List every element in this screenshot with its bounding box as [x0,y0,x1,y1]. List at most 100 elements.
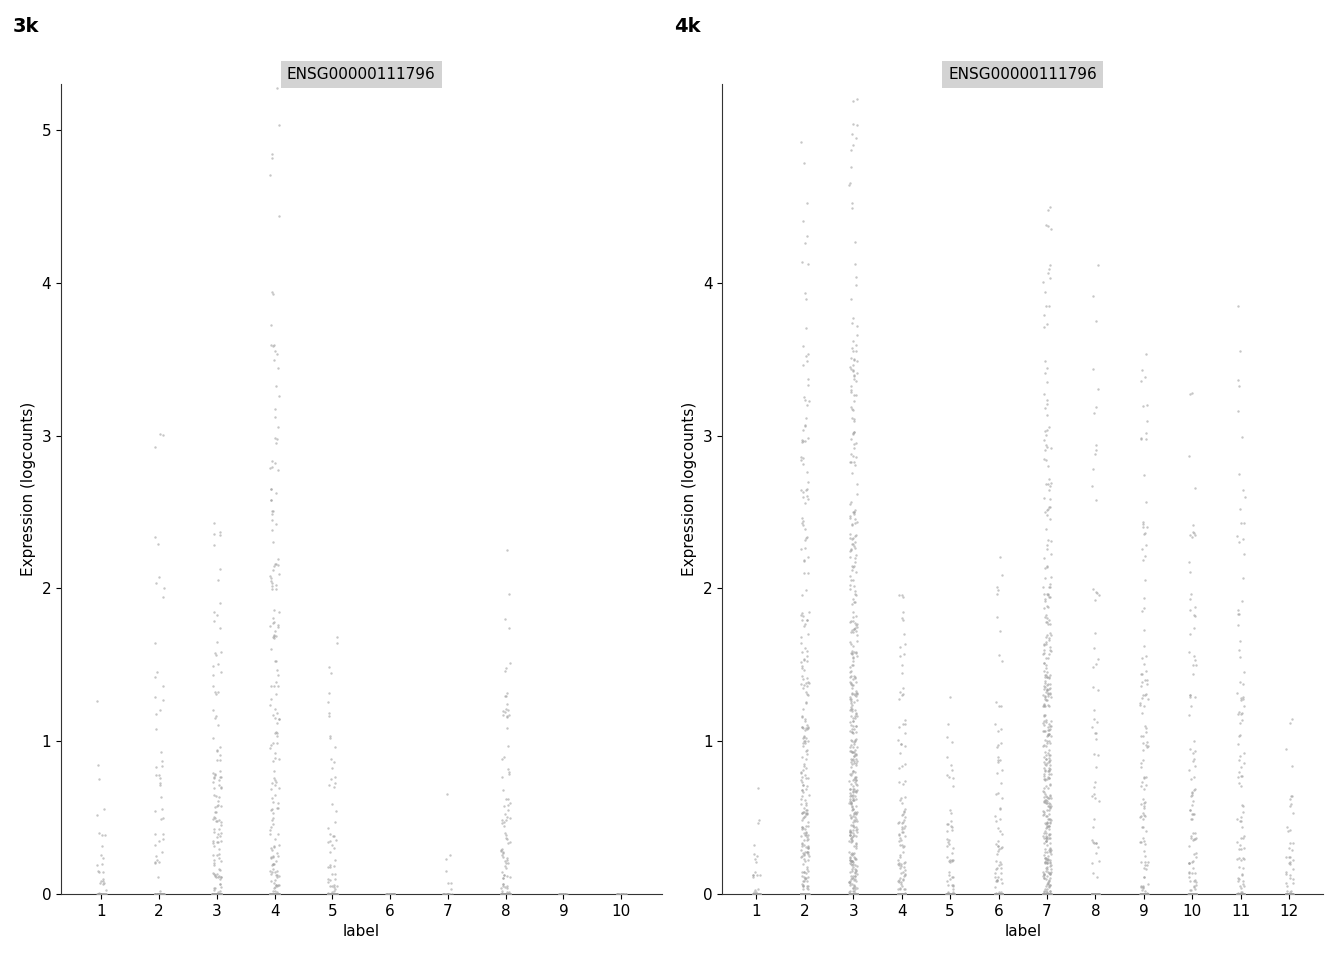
Point [1087,886,1109,901]
Point [988,699,1009,714]
Point [840,856,862,872]
Point [796,886,817,901]
Point [1228,886,1250,901]
Point [383,886,405,901]
Point [840,664,862,680]
Point [1036,886,1058,901]
Point [493,799,515,814]
Point [840,886,862,901]
Point [845,886,867,901]
Point [1035,886,1056,901]
Point [840,796,862,811]
Point [1087,683,1109,698]
Point [986,886,1008,901]
Point [1133,886,1154,901]
Point [265,623,286,638]
Point [210,886,231,901]
Point [1180,882,1202,898]
Point [841,853,863,869]
Point [496,886,517,901]
Point [844,886,866,901]
Point [1036,756,1058,771]
Point [790,886,812,901]
Point [1087,886,1109,901]
Point [841,886,863,901]
Point [1184,689,1206,705]
Point [843,645,864,660]
Point [1132,752,1153,767]
Point [1277,824,1298,839]
Point [1034,591,1055,607]
Point [840,886,862,901]
Point [204,886,226,901]
Point [942,884,964,900]
Point [210,886,231,901]
Point [89,886,110,901]
Point [1277,886,1298,901]
Point [206,886,227,901]
Point [261,886,282,901]
Point [938,886,960,901]
Point [790,764,812,780]
Point [844,756,866,771]
Point [555,886,577,901]
Point [841,886,863,901]
Point [1038,799,1059,814]
Point [937,886,958,901]
Point [840,624,862,639]
Point [840,675,862,690]
Point [844,864,866,879]
Point [324,886,345,901]
Point [839,360,860,375]
Point [497,803,519,818]
Point [793,733,814,749]
Point [1040,886,1062,901]
Point [492,876,513,892]
Point [1232,850,1254,865]
Point [793,886,814,901]
Point [259,822,281,837]
Point [843,781,864,797]
Point [89,886,110,901]
Point [1227,617,1249,633]
Point [745,864,766,879]
Point [797,886,818,901]
Point [1181,806,1203,822]
Point [91,828,113,843]
Point [891,886,913,901]
Point [1036,868,1058,883]
Point [746,849,767,864]
Point [892,825,914,840]
Point [262,886,284,901]
Point [261,820,282,835]
Point [495,806,516,822]
Point [261,857,282,873]
Point [888,588,910,603]
Point [1277,886,1298,901]
Point [1038,886,1059,901]
Point [989,752,1011,767]
Point [844,814,866,829]
Point [844,736,866,752]
Point [207,886,228,901]
Point [203,886,224,901]
Point [790,886,812,901]
Point [1181,793,1203,808]
Point [203,886,224,901]
Point [796,686,817,702]
Point [991,840,1012,855]
Point [1136,824,1157,839]
Point [496,886,517,901]
Point [1232,664,1254,680]
Point [1083,405,1105,420]
Point [1034,763,1055,779]
Point [844,886,866,901]
Point [261,886,282,901]
Point [891,858,913,874]
Point [1087,886,1109,901]
Point [207,797,228,812]
Point [1232,886,1254,901]
Point [91,886,113,901]
Point [1230,878,1251,894]
Point [742,867,763,882]
